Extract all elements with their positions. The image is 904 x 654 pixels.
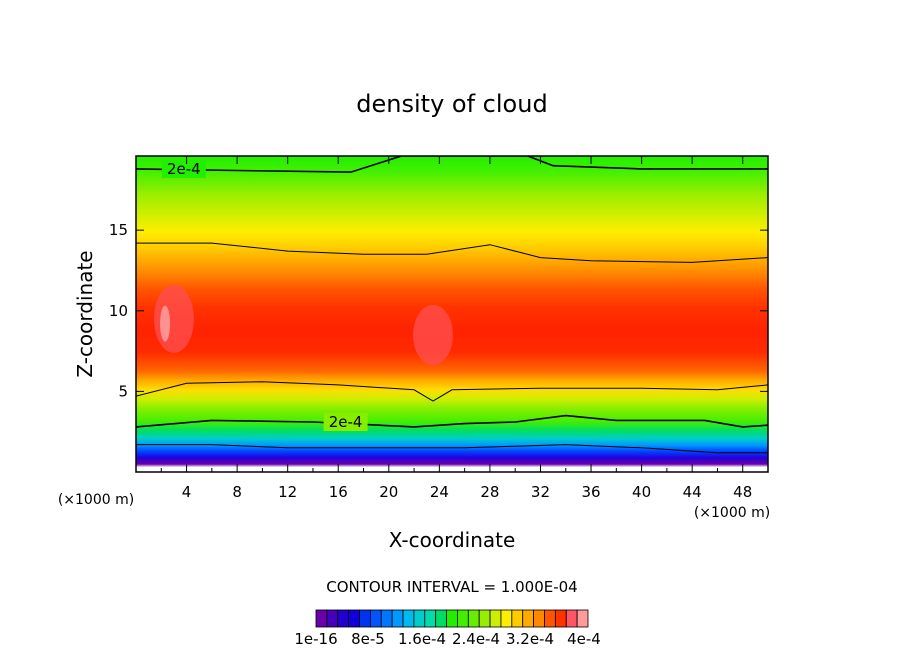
x-tick-label: 40 <box>632 483 651 501</box>
colorbar-cell <box>391 609 404 628</box>
colorbar-cell <box>446 609 458 628</box>
core-maximum-1 <box>153 284 194 353</box>
contour-label-bg-1 <box>161 159 206 178</box>
colorbar-cell <box>576 609 589 628</box>
contour-line-upper <box>136 242 768 263</box>
x-axis-label: X-coordinate <box>389 528 516 552</box>
x-tick-label: 24 <box>430 483 449 501</box>
colorbar-cell <box>489 609 502 628</box>
y-tick-label: 10 <box>109 302 128 320</box>
x-tick-label: 12 <box>278 483 297 501</box>
colorbar-tick-label: 8e-5 <box>351 630 385 648</box>
y-tick-label: 15 <box>109 221 128 239</box>
colorbar-cell <box>478 609 491 628</box>
contour-interval-text: CONTOUR INTERVAL = 1.000E-04 <box>326 578 577 596</box>
plot-frame <box>135 155 769 473</box>
core-maximum-2 <box>413 304 454 365</box>
contour-line-lower <box>136 381 768 402</box>
x-unit-label: (×1000 m) <box>694 505 770 521</box>
chart-title: density of cloud <box>356 90 547 118</box>
x-tick-label: 32 <box>531 483 550 501</box>
x-tick-label: 44 <box>683 483 702 501</box>
colorbar-cell <box>424 609 437 628</box>
colorbar-tick-label: 1.6e-4 <box>398 630 446 648</box>
x-tick-label: 36 <box>581 483 600 501</box>
x-tick-label: 28 <box>480 483 499 501</box>
colorbar-cell <box>565 609 578 628</box>
colorbar-cell <box>337 609 350 628</box>
colorbar-cell <box>435 609 447 628</box>
colorbar-cell <box>554 609 567 628</box>
contour-line-2e-4-lower <box>136 414 768 428</box>
colorbar-cell <box>402 609 415 628</box>
contour-line-top <box>136 156 768 173</box>
field-group: 2e-4 2e-4 <box>136 156 768 472</box>
x-tick-label: 8 <box>232 483 242 501</box>
colorbar-cell <box>467 609 480 628</box>
colorbar-cell <box>380 609 393 628</box>
colorbar-tick-label: 1e-16 <box>294 630 337 648</box>
colorbar-tick-label: 4e-4 <box>567 630 601 648</box>
colorbar-cell <box>500 609 513 628</box>
y-axis-label: Z-coordinate <box>73 250 97 377</box>
contour-label-bg-2 <box>323 413 368 432</box>
colorbar: 1e-16 8e-5 1.6e-4 2.4e-4 3.2e-4 4e-4 <box>294 609 601 648</box>
y-unit-label: (×1000 m) <box>58 492 134 508</box>
colorbar-cell <box>326 609 339 628</box>
colorbar-cell <box>413 609 426 628</box>
colorbar-cell <box>511 609 524 628</box>
x-tick-label: 20 <box>379 483 398 501</box>
y-tick-label: 5 <box>118 382 128 400</box>
density-field <box>136 156 768 472</box>
core-maximum-1-peak <box>160 305 171 342</box>
colorbar-tick-label: 2.4e-4 <box>452 630 500 648</box>
contour-line-base <box>136 444 768 454</box>
colorbar-cell <box>369 609 382 628</box>
colorbar-cell <box>533 609 545 628</box>
colorbar-tick-label: 3.2e-4 <box>506 630 554 648</box>
colorbar-cell <box>359 609 371 628</box>
contour-label-2: 2e-4 <box>329 413 363 431</box>
contour-label-1: 2e-4 <box>167 160 201 178</box>
colorbar-cell <box>315 609 328 628</box>
x-tick-label: 4 <box>182 483 192 501</box>
colorbar-cell <box>348 609 360 628</box>
colorbar-cell <box>522 609 534 628</box>
x-tick-label: 48 <box>733 483 752 501</box>
x-tick-label: 16 <box>329 483 348 501</box>
colorbar-cell <box>544 609 556 628</box>
colorbar-cell <box>457 609 469 628</box>
